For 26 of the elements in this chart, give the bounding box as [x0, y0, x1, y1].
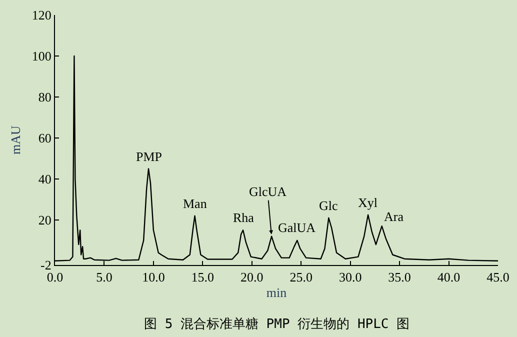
annotation: Rha	[233, 210, 254, 225]
annotation: Man	[183, 196, 208, 211]
annotation: PMP	[136, 149, 162, 164]
annotation: GalUA	[278, 220, 316, 235]
y-tick-label: 80	[38, 90, 52, 105]
x-tick-label: 5.0	[96, 270, 112, 285]
x-tick-label: 25.0	[290, 270, 312, 285]
annotation: GlcUA	[249, 184, 288, 199]
x-tick-label: 30.0	[338, 270, 362, 285]
x-tick-label: 20.0	[240, 270, 264, 285]
x-tick-label: 15.0	[191, 270, 214, 285]
y-tick-label: 60	[38, 130, 52, 146]
x-tick-label: 35.0	[388, 270, 411, 285]
x-tick-label: 10.0	[142, 270, 165, 285]
annotation: Ara	[384, 209, 404, 224]
y-tick-label: 120	[32, 8, 52, 23]
x-tick-label: 45.0	[486, 270, 510, 285]
annotation: Glc	[319, 198, 338, 213]
y-tick-label: 40	[38, 171, 52, 186]
x-tick-label: 40.0	[437, 270, 460, 285]
y-tick-label: 100	[32, 48, 52, 64]
annotation: Xyl	[358, 195, 378, 210]
caption: 图 5 混合标准单糖 PMP 衍生物的 HPLC 图	[144, 317, 410, 332]
y-tick-label: 20	[38, 212, 52, 228]
y-axis-title: mAU	[8, 124, 23, 154]
x-axis-title: min	[266, 285, 288, 300]
